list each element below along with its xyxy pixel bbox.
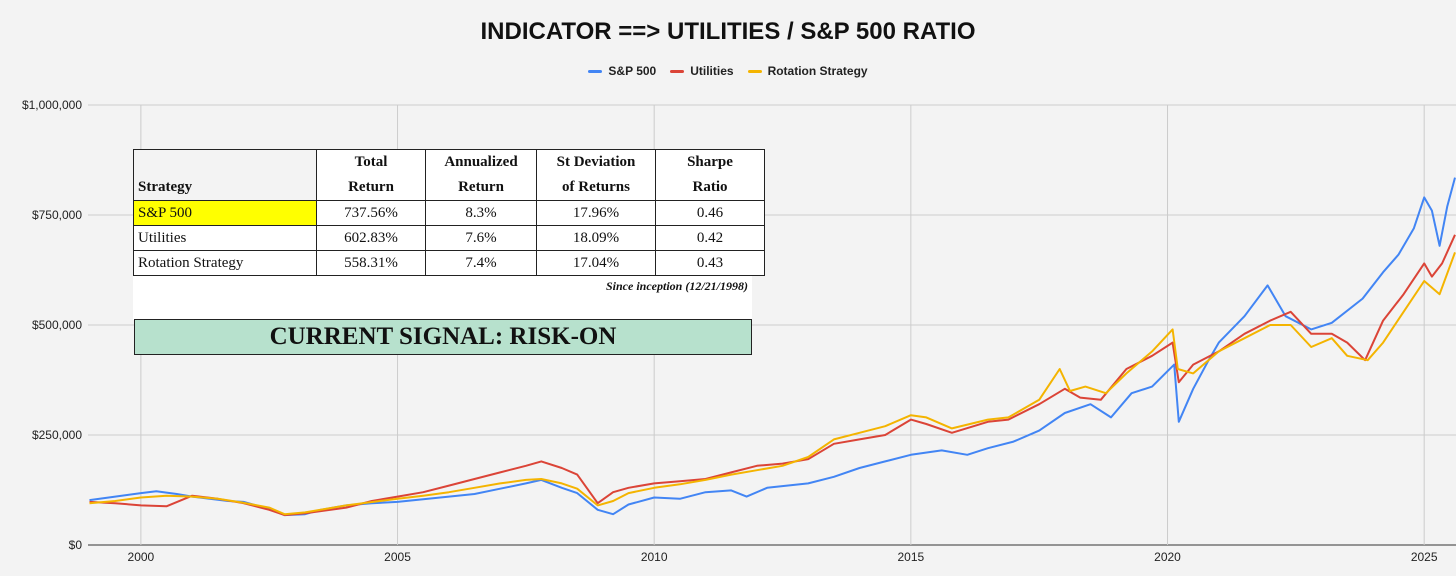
legend-item-utilities: Utilities <box>670 64 734 78</box>
table-row: Utilities 602.83% 7.6% 18.09% 0.42 <box>133 225 765 251</box>
header-st-deviation: St Deviation of Returns <box>536 149 656 201</box>
header-annualized-return: Annualized Return <box>425 149 537 201</box>
series-line-utilities <box>89 234 1456 517</box>
row-total-return: 558.31% <box>316 250 426 276</box>
row-name: Rotation Strategy <box>133 250 317 276</box>
y-tick-label: $1,000,000 <box>22 98 82 112</box>
table-note-box: Since inception (12/21/1998) <box>133 276 752 320</box>
stats-table: Strategy Total Return Annualized Return St… <box>133 149 765 276</box>
chart-title: INDICATOR ==> UTILITIES / S&P 500 RATIO <box>480 18 976 45</box>
table-row: S&P 500 737.56% 8.3% 17.96% 0.46 <box>133 200 765 226</box>
row-st-deviation: 17.96% <box>536 200 656 226</box>
x-tick-label: 2000 <box>128 550 155 564</box>
legend-label-sp500: S&P 500 <box>608 64 657 78</box>
chart-axes: $0 $250,000 $500,000 $750,000 $1,000,000 2000… <box>22 98 1438 564</box>
x-tick-label: 2010 <box>641 550 668 564</box>
y-tick-label: $0 <box>69 538 83 552</box>
since-inception-note: Since inception (12/21/1998) <box>606 279 748 293</box>
legend-swatch-sp500 <box>588 69 603 73</box>
legend-item-rotation: Rotation Strategy <box>747 64 868 78</box>
row-st-deviation: 18.09% <box>536 225 656 251</box>
series-line-rotation-strategy <box>89 252 1456 516</box>
table-row: Rotation Strategy 558.31% 7.4% 17.04% 0.… <box>133 250 765 276</box>
chart-series <box>89 177 1456 517</box>
row-name: S&P 500 <box>133 200 317 226</box>
x-tick-label: 2005 <box>384 550 411 564</box>
header-total-return: Total Return <box>316 149 426 201</box>
header-strategy: Strategy <box>133 149 317 201</box>
row-sharpe-ratio: 0.42 <box>655 225 765 251</box>
y-tick-label: $750,000 <box>32 208 82 222</box>
legend-label-rotation: Rotation Strategy <box>767 64 868 78</box>
x-tick-label: 2015 <box>898 550 925 564</box>
y-tick-label: $500,000 <box>32 318 82 332</box>
table-header-row: Strategy Total Return Annualized Return St… <box>133 149 765 201</box>
x-tick-label: 2025 <box>1411 550 1438 564</box>
row-total-return: 602.83% <box>316 225 426 251</box>
row-annualized-return: 8.3% <box>425 200 537 226</box>
current-signal-banner: CURRENT SIGNAL: RISK-ON <box>134 319 752 355</box>
row-annualized-return: 7.6% <box>425 225 537 251</box>
row-sharpe-ratio: 0.43 <box>655 250 765 276</box>
legend-item-sp500: S&P 500 <box>588 64 656 78</box>
row-st-deviation: 17.04% <box>536 250 656 276</box>
header-sharpe-ratio: Sharpe Ratio <box>655 149 765 201</box>
x-tick-label: 2020 <box>1154 550 1181 564</box>
chart-legend: S&P 500 Utilities Rotation Strategy <box>0 64 1456 78</box>
row-annualized-return: 7.4% <box>425 250 537 276</box>
legend-swatch-utilities <box>670 69 685 73</box>
row-sharpe-ratio: 0.46 <box>655 200 765 226</box>
row-name: Utilities <box>133 225 317 251</box>
legend-swatch-rotation <box>747 69 762 73</box>
y-tick-label: $250,000 <box>32 428 82 442</box>
legend-label-utilities: Utilities <box>690 64 734 78</box>
row-total-return: 737.56% <box>316 200 426 226</box>
